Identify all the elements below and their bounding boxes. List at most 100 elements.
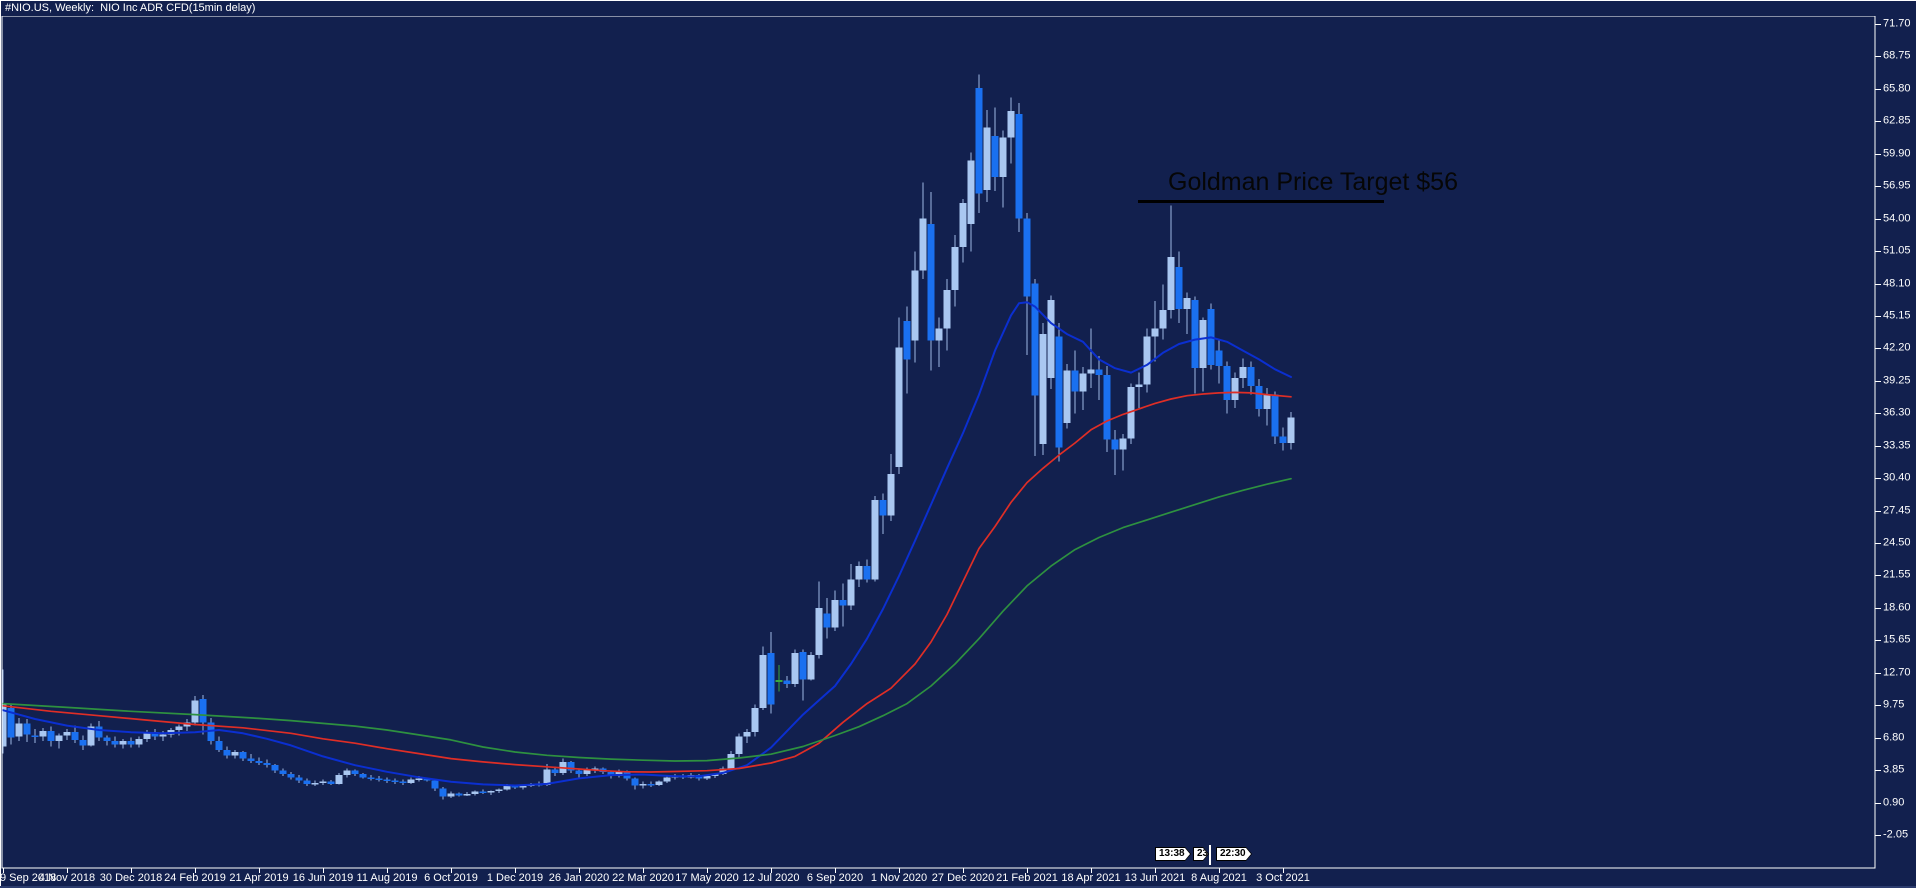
time-tag-separator	[1209, 845, 1211, 865]
candle	[1199, 317, 1207, 392]
time-tag-3-label: 22:30	[1217, 848, 1251, 860]
candle	[1055, 323, 1063, 462]
candle	[287, 771, 295, 780]
candle	[807, 651, 815, 681]
date-tick	[579, 868, 580, 873]
candle	[1191, 296, 1199, 394]
time-tag-3[interactable]: 22:30	[1216, 847, 1252, 861]
price-tick	[1875, 510, 1881, 512]
candle	[1135, 372, 1143, 408]
candle	[759, 646, 767, 711]
price-tick	[1875, 153, 1881, 155]
candle	[463, 792, 471, 796]
price-label: 68.75	[1883, 49, 1911, 62]
candle	[31, 728, 39, 744]
candle	[343, 768, 351, 778]
candle	[975, 74, 983, 214]
price-label: 3.85	[1883, 763, 1905, 776]
candle	[583, 767, 591, 777]
price-tick	[1875, 380, 1881, 382]
price-tick	[1875, 770, 1881, 772]
price-label: -2.05	[1883, 828, 1909, 841]
candle	[1231, 372, 1239, 408]
date-tick	[515, 868, 516, 873]
candle	[743, 728, 751, 744]
candle	[1143, 328, 1151, 393]
candle	[279, 768, 287, 777]
candle	[1167, 205, 1175, 319]
candle	[407, 777, 415, 784]
candle	[575, 768, 583, 778]
candle	[911, 251, 919, 363]
price-label: 45.15	[1883, 309, 1911, 322]
date-tick	[259, 868, 260, 873]
date-label: 17 May 2020	[675, 872, 739, 884]
candles-layer	[2, 74, 1295, 800]
candle	[831, 590, 839, 632]
annotation-trendline[interactable]	[1138, 200, 1384, 203]
fast-ma-line[interactable]	[2, 301, 1292, 787]
price-label: 39.25	[1883, 374, 1911, 387]
price-label: 9.75	[1883, 698, 1905, 711]
candle	[879, 493, 887, 535]
price-label: 0.90	[1883, 796, 1905, 809]
candle	[967, 152, 975, 252]
candle	[1127, 383, 1135, 445]
candle	[863, 559, 871, 583]
candle	[311, 780, 319, 787]
candle	[1159, 284, 1167, 340]
date-label: 16 Jun 2019	[292, 872, 354, 884]
price-tick	[1875, 348, 1881, 350]
candle	[1039, 323, 1047, 456]
candle	[767, 632, 775, 714]
date-tick	[1219, 868, 1220, 873]
price-tick	[1875, 543, 1881, 545]
candle	[87, 723, 95, 747]
date-label: 26 Jan 2020	[548, 872, 610, 884]
price-tick	[1875, 56, 1881, 58]
date-label: 4 Nov 2018	[38, 872, 96, 884]
plot-layer	[2, 74, 1295, 800]
slow-ma-line[interactable]	[2, 477, 1292, 762]
date-tick	[1283, 868, 1284, 873]
candle	[1183, 292, 1191, 335]
candle	[991, 107, 999, 192]
candle	[1047, 295, 1055, 390]
candle	[655, 780, 663, 787]
price-label: 42.20	[1883, 341, 1911, 354]
date-tick	[899, 868, 900, 873]
candle	[1175, 251, 1183, 324]
candle	[1151, 301, 1159, 362]
date-label: 12 Jul 2020	[742, 872, 800, 884]
annotation-text[interactable]: Goldman Price Target $56	[1168, 168, 1458, 196]
time-tag-2[interactable]: 23	[1193, 847, 1209, 861]
candle	[215, 736, 223, 752]
candle	[935, 317, 943, 368]
candle	[983, 109, 991, 203]
candle	[855, 561, 863, 588]
candle	[471, 790, 479, 796]
candle	[519, 784, 527, 790]
candle	[319, 779, 327, 785]
candle	[903, 306, 911, 394]
date-label: 3 Oct 2021	[1256, 872, 1310, 884]
price-tick	[1875, 413, 1881, 415]
candle	[327, 780, 335, 785]
candle	[1207, 303, 1215, 370]
candle	[79, 735, 87, 750]
candle	[335, 772, 343, 785]
date-label: 9 Sep 2018	[0, 872, 57, 884]
candle	[359, 772, 367, 779]
window-left-border	[0, 0, 1, 888]
candle	[191, 695, 199, 726]
candle	[951, 235, 959, 307]
candle	[751, 704, 759, 737]
time-tag-1[interactable]: 13:38	[1155, 847, 1191, 861]
date-label: 13 Jun 2021	[1124, 872, 1186, 884]
date-label: 11 Aug 2019	[356, 872, 418, 884]
medium-ma-line[interactable]	[2, 391, 1292, 773]
candle	[247, 754, 255, 763]
date-label: 1 Nov 2020	[870, 872, 928, 884]
